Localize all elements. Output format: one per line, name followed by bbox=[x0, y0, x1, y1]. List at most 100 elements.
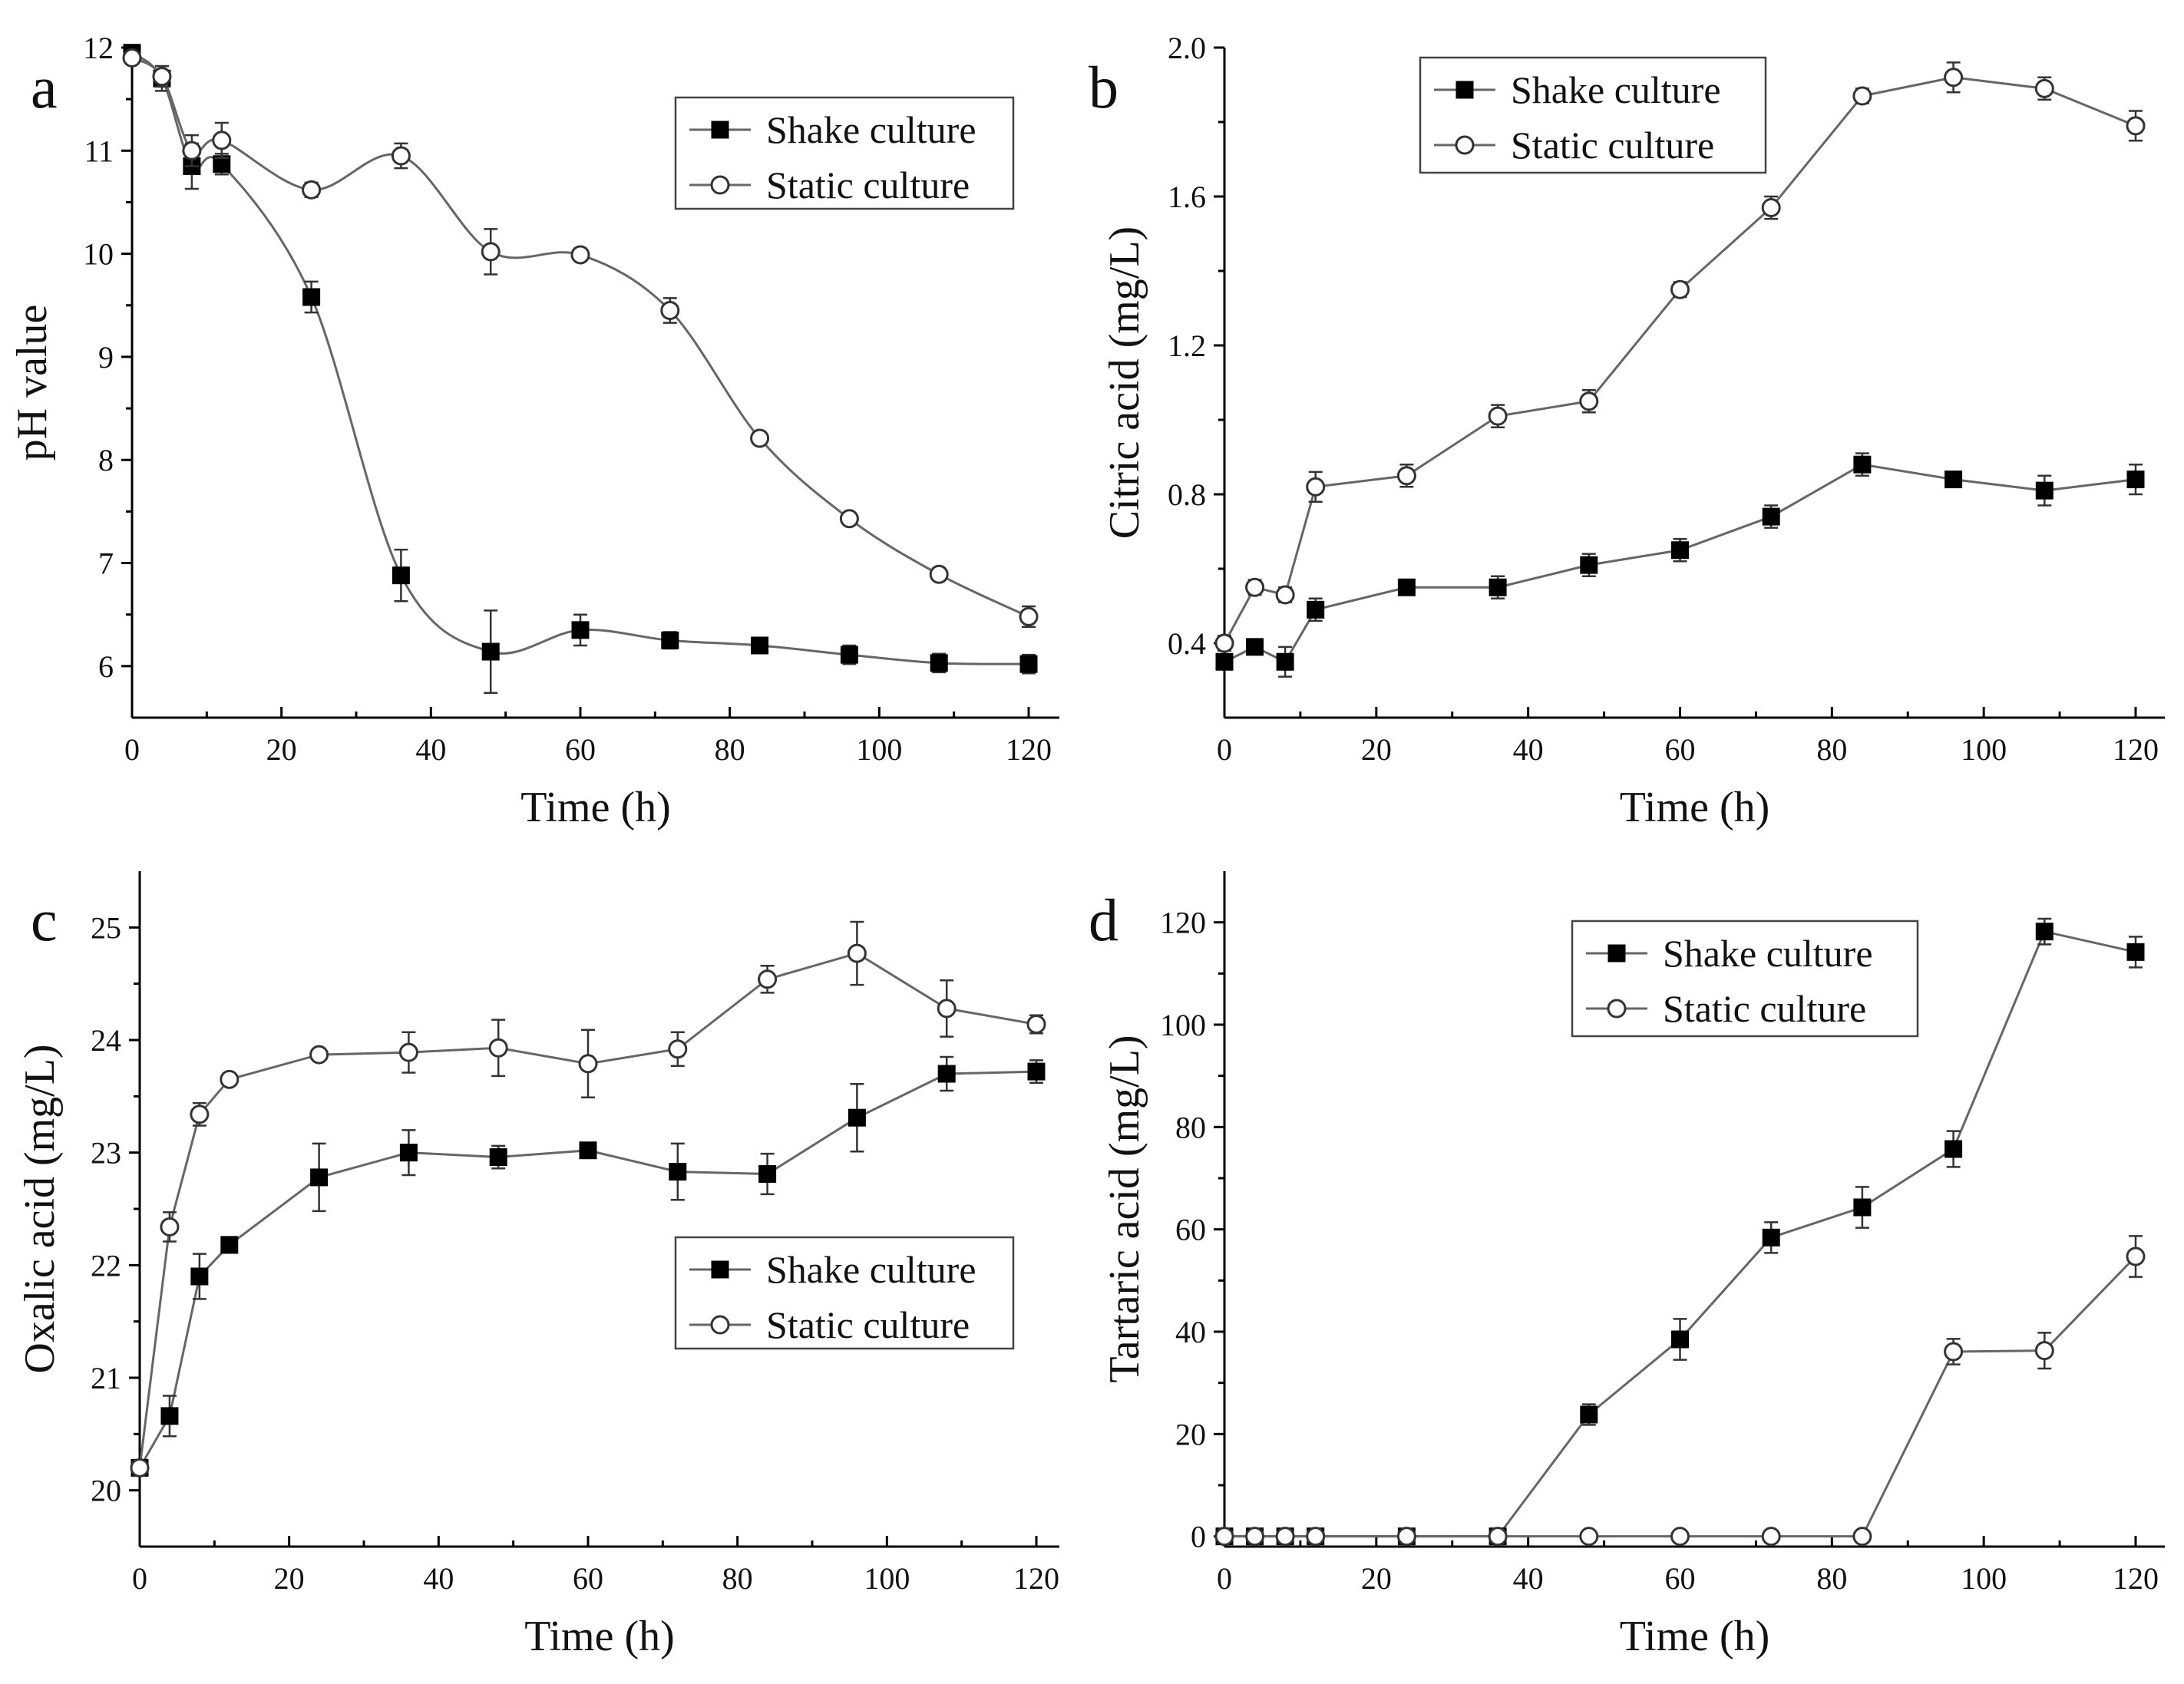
panel-a-data-point bbox=[302, 180, 322, 200]
panel-c-x-tick-label: 120 bbox=[1013, 1561, 1059, 1596]
panel-c-series-shake bbox=[131, 1055, 1046, 1477]
panel-c-y-tick-label: 25 bbox=[91, 910, 121, 945]
panel-d-data-point bbox=[1761, 1527, 1781, 1547]
panel-b-y-axis-title: Citric acid (mg/L) bbox=[1101, 226, 1148, 539]
panel-b-x-tick-label: 100 bbox=[1961, 732, 2007, 767]
panel-d-legend-label: Shake culture bbox=[1663, 932, 1873, 975]
panel-b-data-point bbox=[1579, 391, 1599, 411]
panel-c-data-point bbox=[160, 1217, 180, 1237]
panel-d-data-point bbox=[2126, 943, 2145, 961]
panel-b-data-point bbox=[1944, 471, 1963, 489]
panel-c-data-point bbox=[847, 943, 867, 963]
panel-c-data-point bbox=[669, 1163, 687, 1181]
panel-c-data-point bbox=[1026, 1014, 1046, 1034]
panel-c-data-point bbox=[399, 1144, 418, 1162]
panel-a-y-tick-label: 9 bbox=[98, 340, 114, 375]
panel-c-y-tick-label: 23 bbox=[91, 1136, 121, 1171]
panel-d-x-tick-label: 60 bbox=[1665, 1561, 1696, 1596]
panel-c-data-point bbox=[668, 1039, 688, 1059]
panel-b-data-point bbox=[1275, 585, 1295, 605]
panel-a-data-point bbox=[661, 631, 679, 649]
panel-b-data-point bbox=[1214, 633, 1234, 653]
panel-a-x-tick-label: 20 bbox=[266, 732, 297, 767]
panel-d-data-point bbox=[1579, 1527, 1599, 1547]
panel-d-x-tick-label: 100 bbox=[1961, 1561, 2007, 1596]
panel-a-legend-label: Static culture bbox=[766, 163, 970, 206]
panel-b-data-point bbox=[1246, 638, 1264, 656]
panel-b-data-point bbox=[1762, 507, 1780, 526]
panel-a-x-tick-label: 40 bbox=[415, 732, 446, 767]
panel-b-legend-label: Static culture bbox=[1511, 124, 1714, 167]
panel-a-data-point bbox=[840, 646, 858, 664]
panel-d-data-point bbox=[2034, 1341, 2054, 1361]
panel-a-y-tick-label: 10 bbox=[83, 237, 114, 272]
panel-c-data-point bbox=[847, 1108, 866, 1127]
panel-d-legend-box bbox=[1571, 920, 1919, 1038]
panel-c-x-axis-title: Time (h) bbox=[524, 1613, 675, 1660]
panel-d-data-point bbox=[1670, 1527, 1690, 1547]
panel-d-x-tick-label: 20 bbox=[1361, 1561, 1392, 1596]
panel-b-data-point bbox=[1671, 541, 1689, 560]
panel-d-data-point bbox=[1275, 1527, 1295, 1547]
panel-b-series-shake bbox=[1215, 452, 2145, 678]
panel-b-data-point bbox=[2034, 78, 2054, 98]
panel-c-data-point bbox=[937, 999, 957, 1019]
panel-a-x-tick-label: 0 bbox=[124, 732, 140, 767]
panel-d-y-axis-title: Tartaric acid (mg/L) bbox=[1101, 1035, 1148, 1382]
panel-d-data-point bbox=[1306, 1527, 1326, 1547]
panel-b-data-point bbox=[1245, 577, 1265, 597]
panel-a-x-tick-label: 80 bbox=[715, 732, 745, 767]
panel-a-legend-marker bbox=[711, 121, 729, 139]
panel-a-y-tick-label: 6 bbox=[98, 649, 114, 684]
panel-d-series-line bbox=[1224, 1255, 2137, 1538]
panel-d-series-static bbox=[1214, 1235, 2146, 1547]
panel-b-y-tick-label: 2.0 bbox=[1168, 31, 1206, 65]
panel-d-data-point bbox=[1245, 1527, 1265, 1547]
panel-a-series-shake bbox=[123, 44, 1038, 695]
panel-b-letter: b bbox=[1089, 54, 1118, 121]
panel-a-data-point bbox=[750, 428, 770, 448]
panel-a-data-point bbox=[571, 621, 590, 639]
panel-a-y-tick-label: 11 bbox=[84, 134, 114, 168]
panel-a-data-point bbox=[930, 654, 948, 672]
panel-c-legend-box bbox=[674, 1236, 1015, 1350]
panel-a-y-tick-label: 7 bbox=[98, 546, 114, 581]
panel-b-data-point bbox=[2035, 481, 2053, 500]
panel-c-legend-marker bbox=[710, 1315, 730, 1335]
panel-d-data-point bbox=[1762, 1228, 1780, 1246]
panel-b-data-point bbox=[1944, 68, 1964, 88]
panel-d-data-point bbox=[1580, 1405, 1598, 1424]
panel-c: 0 20 40 60 80 100 120 20 21 22 23 24 25 Time (h) Oxali… bbox=[16, 871, 1059, 1660]
panel-c-data-point bbox=[130, 1458, 150, 1478]
panel-c-data-point bbox=[489, 1148, 507, 1167]
panel-a-data-point bbox=[122, 48, 142, 68]
panel-d-y-tick-label: 80 bbox=[1175, 1110, 1206, 1144]
panel-a-y-axis-title: pH value bbox=[8, 305, 56, 461]
panel-d-letter: d bbox=[1089, 887, 1118, 953]
panel-d-data-point bbox=[1944, 1342, 1964, 1362]
panel-a-data-point bbox=[302, 288, 321, 306]
panel-a-data-point bbox=[1019, 606, 1039, 626]
panel-c-data-point bbox=[220, 1236, 239, 1254]
panel-b-legend-marker bbox=[1455, 81, 1474, 99]
panel-c-x-tick-label: 0 bbox=[132, 1561, 147, 1596]
panel-a-data-point bbox=[152, 67, 172, 87]
panel-b-legend-box bbox=[1419, 56, 1767, 174]
panel-b-legend-marker bbox=[1455, 135, 1475, 155]
panel-b-data-point bbox=[2126, 116, 2146, 136]
panel-d-x-axis-title: Time (h) bbox=[1620, 1613, 1770, 1660]
panel-d-data-point bbox=[1214, 1527, 1234, 1547]
panel-b-y-tick-label: 1.6 bbox=[1168, 180, 1206, 214]
panel-b-y-tick-label: 0.4 bbox=[1168, 626, 1206, 661]
panel-a-data-point bbox=[570, 245, 590, 265]
panel-c-data-point bbox=[488, 1038, 508, 1058]
panel-a-x-tick-label: 100 bbox=[856, 732, 902, 767]
panel-b-data-point bbox=[1397, 578, 1416, 596]
panel-c-data-point bbox=[758, 969, 778, 989]
panel-d-legend: Shake culture Static culture bbox=[1571, 920, 1919, 1038]
panel-c-y-axis-title: Oxalic acid (mg/L) bbox=[16, 1044, 64, 1373]
panel-c-letter: c bbox=[31, 887, 58, 953]
panel-c-series-static bbox=[130, 920, 1046, 1478]
panel-a-data-point bbox=[660, 300, 680, 320]
